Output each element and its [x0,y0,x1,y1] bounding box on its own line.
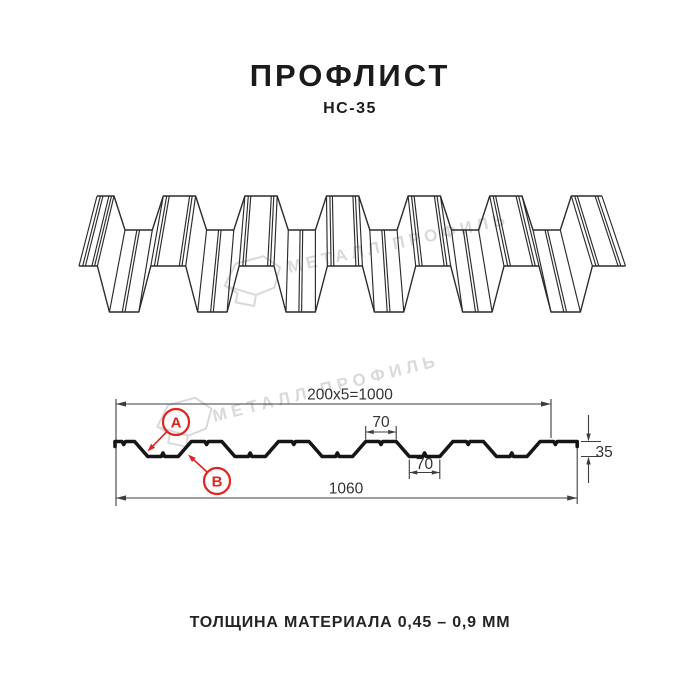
cross-section-profile-line [113,439,579,459]
dim-rib-top-label: 70 [372,414,390,431]
cross-section-view: 200x5=1000 70 70 1060 35 [113,387,613,506]
extension-lines [115,399,601,506]
callout-b-circle [202,466,232,496]
profile-3d-rib-lines [78,195,627,313]
profile-3d-view [78,195,627,313]
dimension-rib-bottom: 70 [409,456,440,475]
dim-total-width-label: 1060 [329,481,364,498]
page-title: ПРОФЛИСТ [249,58,451,93]
dimension-module: 200x5=1000 [116,387,551,407]
callout-a-label: A [171,415,182,432]
callout-a: A [147,407,191,452]
dimension-rib-top: 70 [365,414,397,435]
dimension-total-width: 1060 [116,481,578,501]
material-thickness-note: ТОЛЩИНА МАТЕРИАЛА 0,45 – 0,9 ММ [189,614,511,631]
profile-3d-back-edge [97,195,602,231]
callout-a-circle [161,407,191,437]
callout-b: B [188,454,232,496]
page-subtitle: НС-35 [323,100,377,117]
metall-profil-logo-icon [223,255,281,308]
dim-module-label: 200x5=1000 [307,387,393,404]
callout-b-label: B [212,474,223,491]
profile-3d-front-edge [79,265,626,313]
dim-rib-bottom-label: 70 [416,456,434,473]
dimension-height: 35 [586,415,613,483]
dim-height-label: 35 [596,444,613,461]
